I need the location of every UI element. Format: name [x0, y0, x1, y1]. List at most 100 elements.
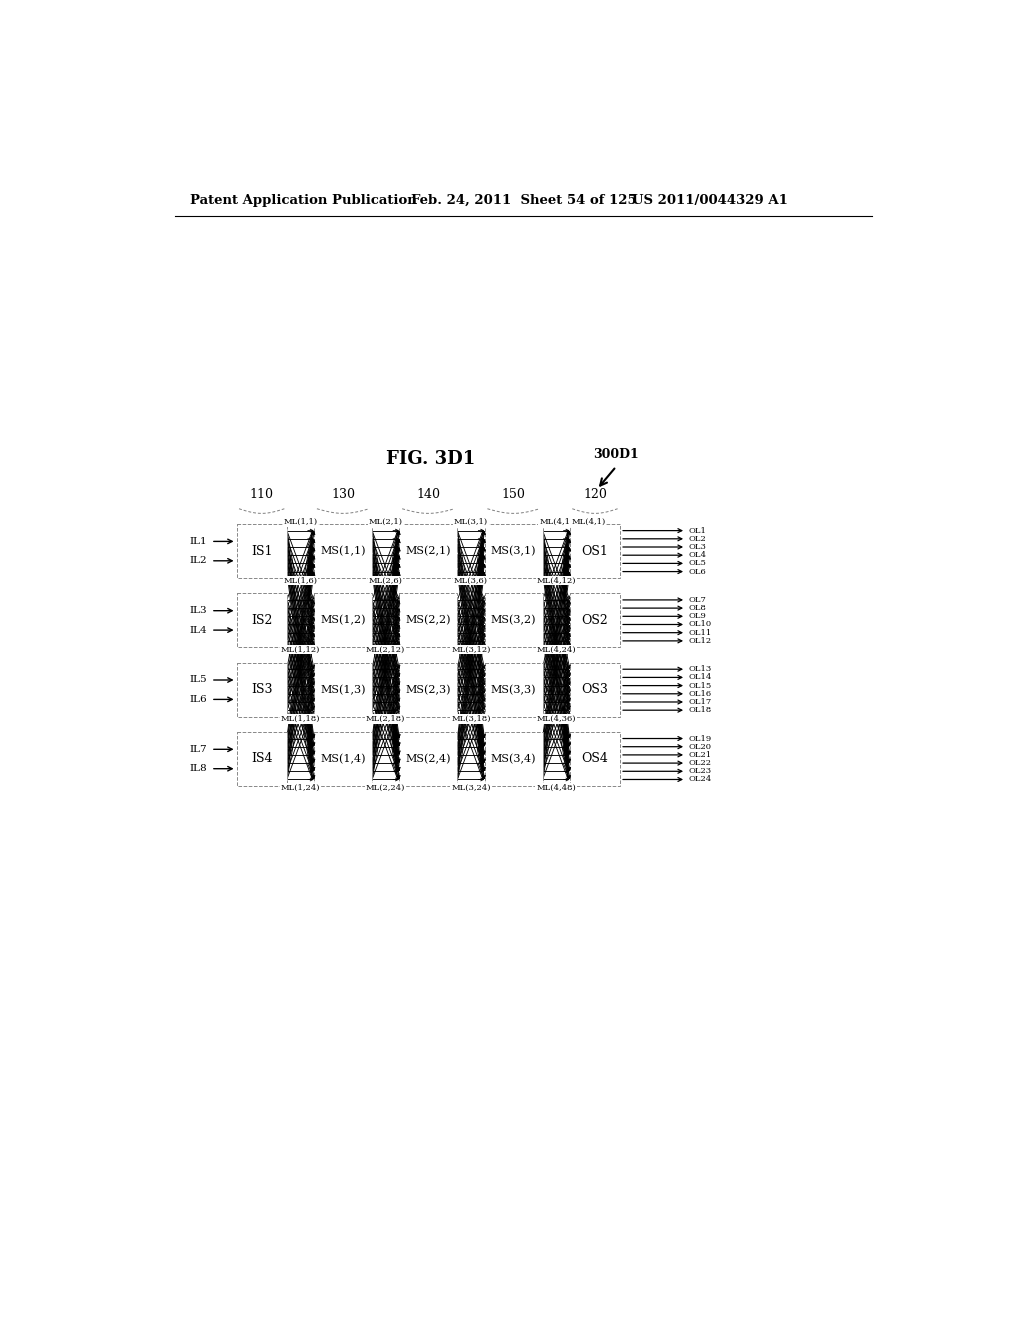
Text: OS2: OS2 [582, 614, 608, 627]
Text: 140: 140 [417, 488, 440, 502]
Text: Patent Application Publication: Patent Application Publication [190, 194, 417, 207]
Text: ML(3,24): ML(3,24) [452, 784, 490, 792]
Text: OL10: OL10 [688, 620, 712, 628]
Text: OL12: OL12 [688, 636, 712, 645]
Text: OL14: OL14 [688, 673, 712, 681]
Bar [237, 524, 287, 578]
Text: OL2: OL2 [688, 535, 707, 543]
Bar [314, 524, 372, 578]
Text: 300D1: 300D1 [593, 449, 639, 462]
Text: ML(3,18): ML(3,18) [452, 715, 490, 723]
Bar [569, 594, 621, 647]
Text: ML(2,1): ML(2,1) [369, 517, 402, 525]
Bar [237, 663, 287, 717]
Text: OL6: OL6 [688, 568, 707, 576]
Text: IL5: IL5 [189, 676, 207, 685]
Bar [569, 733, 621, 785]
Text: OL16: OL16 [688, 690, 712, 698]
Bar [314, 663, 372, 717]
Text: ML(2,12): ML(2,12) [366, 645, 406, 653]
Text: OL24: OL24 [688, 775, 712, 784]
Text: OL4: OL4 [688, 552, 707, 560]
Text: MS(2,2): MS(2,2) [406, 615, 451, 626]
Text: MS(3,3): MS(3,3) [490, 685, 537, 694]
Text: 130: 130 [331, 488, 355, 502]
Bar [399, 594, 458, 647]
Text: ML(2,6): ML(2,6) [369, 577, 402, 585]
Text: US 2011/0044329 A1: US 2011/0044329 A1 [632, 194, 787, 207]
Text: OL17: OL17 [688, 698, 712, 706]
Bar [484, 663, 543, 717]
Text: IS4: IS4 [251, 752, 272, 766]
Text: ML(4,48): ML(4,48) [537, 784, 577, 792]
Text: IL6: IL6 [189, 694, 207, 704]
Bar [569, 663, 621, 717]
Bar [399, 663, 458, 717]
Bar [237, 733, 287, 785]
Text: MS(3,1): MS(3,1) [490, 546, 537, 556]
Text: IS2: IS2 [251, 614, 272, 627]
Text: OL8: OL8 [688, 605, 707, 612]
Text: 110: 110 [250, 488, 273, 502]
Text: IL3: IL3 [189, 606, 207, 615]
Text: IL4: IL4 [189, 626, 207, 635]
Text: OL21: OL21 [688, 751, 712, 759]
Bar [237, 594, 287, 647]
Bar [399, 733, 458, 785]
Text: OL3: OL3 [688, 543, 707, 550]
Bar [484, 594, 543, 647]
Text: OL15: OL15 [688, 681, 712, 689]
Text: ML(1,24): ML(1,24) [281, 784, 321, 792]
Text: MS(3,2): MS(3,2) [490, 615, 537, 626]
Text: OS1: OS1 [582, 545, 608, 557]
Text: ML(4,1): ML(4,1) [539, 517, 573, 525]
Text: ML(3,12): ML(3,12) [452, 645, 490, 653]
Bar [314, 733, 372, 785]
Text: ML(1,12): ML(1,12) [281, 645, 321, 653]
Bar [569, 524, 621, 578]
Text: MS(2,3): MS(2,3) [406, 685, 451, 694]
Text: IL1: IL1 [189, 537, 207, 546]
Text: OL20: OL20 [688, 743, 712, 751]
Text: MS(2,1): MS(2,1) [406, 546, 451, 556]
Text: OL9: OL9 [688, 612, 707, 620]
Text: IS3: IS3 [251, 684, 272, 696]
Text: ML(4,1): ML(4,1) [571, 517, 605, 525]
Text: MS(2,4): MS(2,4) [406, 754, 451, 764]
Text: MS(1,2): MS(1,2) [321, 615, 366, 626]
Text: ML(1,1): ML(1,1) [284, 517, 317, 525]
Text: OL19: OL19 [688, 734, 712, 743]
Text: ML(4,36): ML(4,36) [537, 715, 575, 723]
Text: OL13: OL13 [688, 665, 712, 673]
Text: OS3: OS3 [582, 684, 608, 696]
Text: FIG. 3D1: FIG. 3D1 [386, 450, 475, 467]
Bar [399, 524, 458, 578]
Text: MS(1,3): MS(1,3) [321, 685, 366, 694]
Text: ML(3,1): ML(3,1) [454, 517, 488, 525]
Text: IS1: IS1 [251, 545, 272, 557]
Bar [314, 594, 372, 647]
Bar [484, 524, 543, 578]
Text: MS(3,4): MS(3,4) [490, 754, 537, 764]
Text: IL7: IL7 [189, 744, 207, 754]
Text: IL2: IL2 [189, 556, 207, 565]
Text: OL7: OL7 [688, 595, 707, 605]
Text: OL11: OL11 [688, 628, 712, 636]
Text: OL1: OL1 [688, 527, 707, 535]
Text: OL18: OL18 [688, 706, 712, 714]
Text: 150: 150 [502, 488, 525, 502]
Text: ML(4,12): ML(4,12) [537, 577, 575, 585]
Bar [484, 733, 543, 785]
Text: Feb. 24, 2011  Sheet 54 of 125: Feb. 24, 2011 Sheet 54 of 125 [411, 194, 637, 207]
Text: OL23: OL23 [688, 767, 712, 775]
Text: MS(1,4): MS(1,4) [321, 754, 366, 764]
Text: ML(4,24): ML(4,24) [537, 645, 575, 653]
Text: ML(1,6): ML(1,6) [284, 577, 317, 585]
Text: OL5: OL5 [688, 560, 707, 568]
Text: ML(1,18): ML(1,18) [281, 715, 321, 723]
Text: ML(2,24): ML(2,24) [366, 784, 406, 792]
Text: ML(2,18): ML(2,18) [366, 715, 406, 723]
Text: ML(3,6): ML(3,6) [454, 577, 488, 585]
Text: OL22: OL22 [688, 759, 712, 767]
Text: MS(1,1): MS(1,1) [321, 546, 366, 556]
